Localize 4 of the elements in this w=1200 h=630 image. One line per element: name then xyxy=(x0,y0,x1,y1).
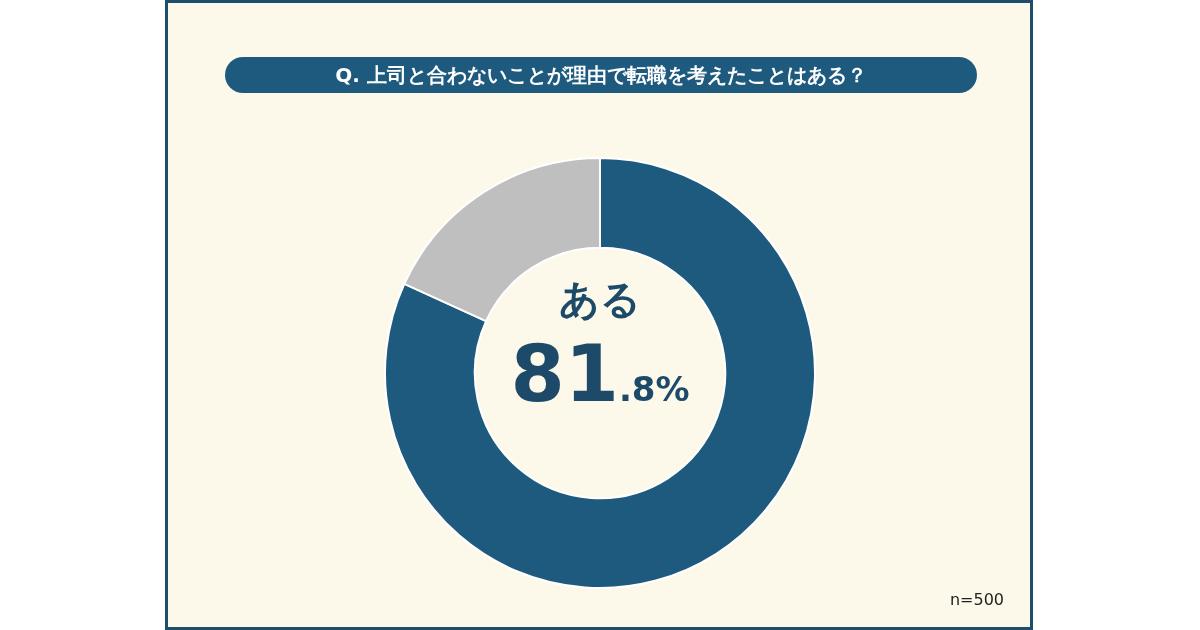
chart-title: Q. 上司と合わないことが理由で転職を考えたことはある？ xyxy=(225,57,977,93)
text: n=500 xyxy=(949,590,1004,609)
data-label: 81.8% xyxy=(510,329,690,419)
slice-label: ある xyxy=(559,276,641,322)
